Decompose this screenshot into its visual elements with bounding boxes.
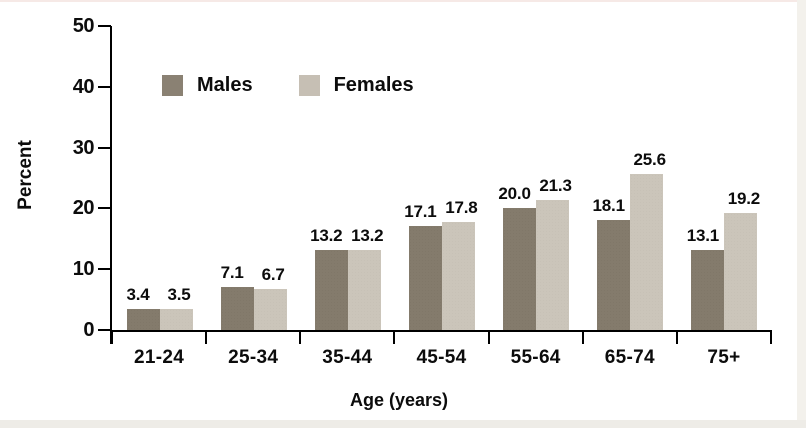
x-tick-mark (393, 332, 396, 344)
legend-label-males: Males (197, 74, 253, 96)
y-tick-label: 10 (72, 258, 95, 281)
value-label-males-21-24: 3.4 (126, 285, 150, 304)
bar-females-25-34 (253, 289, 287, 330)
y-tick-label: 40 (72, 75, 95, 98)
y-tick-label: 0 (83, 319, 94, 341)
x-tick-mark (487, 332, 490, 344)
legend-item-males: Males (162, 74, 253, 97)
bar-males-65-74 (597, 220, 631, 330)
y-tick-mark (98, 25, 111, 27)
bar-females-35-44 (347, 250, 381, 330)
x-category-label-25-34: 25-34 (228, 347, 279, 368)
value-label-females-55-64: 21.3 (539, 176, 572, 195)
y-tick-label: 50 (72, 15, 95, 37)
x-category-label-65-74: 65-74 (604, 347, 655, 368)
value-label-females-21-24: 3.5 (167, 285, 191, 304)
bar-females-65-74 (630, 174, 664, 330)
x-tick-mark (299, 332, 302, 344)
x-tick-mark (205, 332, 208, 344)
x-category-label-21-24: 21-24 (134, 347, 185, 368)
legend-swatch-males-icon (162, 75, 183, 96)
bar-females-45-54 (441, 222, 475, 330)
y-tick-label: 20 (72, 197, 95, 220)
y-tick-mark (98, 329, 111, 331)
bar-males-21-24 (126, 309, 160, 330)
legend: Males Females (162, 74, 414, 97)
y-tick-label: 30 (72, 136, 95, 159)
y-tick-mark (98, 85, 111, 88)
x-category-label-45-54: 45-54 (416, 347, 467, 368)
bar-males-25-34 (220, 287, 254, 330)
bar-males-75+ (691, 250, 725, 330)
value-label-females-65-74: 25.6 (633, 150, 666, 169)
x-tick-mark (675, 332, 678, 344)
legend-swatch-females-icon (298, 75, 320, 96)
value-label-males-55-64: 20.0 (498, 184, 531, 203)
legend-label-females: Females (333, 74, 414, 96)
value-label-males-25-34: 7.1 (220, 263, 244, 282)
x-axis-line (110, 330, 772, 332)
y-tick-mark (98, 268, 111, 271)
value-label-males-35-44: 13.2 (310, 226, 343, 245)
y-axis-line (110, 26, 112, 344)
x-tick-mark (111, 332, 113, 344)
x-category-label-55-64: 55-64 (510, 347, 561, 368)
frame-edge-bottom (0, 420, 806, 428)
bar-females-55-64 (536, 200, 570, 330)
y-tick-mark (98, 207, 111, 210)
bar-males-45-54 (408, 226, 442, 330)
value-label-males-65-74: 18.1 (592, 196, 625, 215)
value-label-females-25-34: 6.7 (261, 265, 285, 284)
x-category-label-35-44: 35-44 (322, 347, 373, 368)
x-category-label-75+: 75+ (707, 347, 741, 368)
x-tick-mark (581, 332, 584, 344)
x-axis-title: Age (years) (349, 390, 449, 410)
bar-males-55-64 (503, 208, 537, 330)
value-label-females-35-44: 13.2 (351, 226, 384, 245)
bar-males-35-44 (314, 250, 348, 330)
value-label-males-45-54: 17.1 (404, 202, 437, 221)
frame-edge-top (0, 0, 806, 2)
value-label-females-45-54: 17.8 (445, 198, 478, 217)
x-tick-mark (770, 332, 772, 344)
y-axis-title: Percent (15, 140, 36, 210)
y-tick-mark (98, 146, 111, 149)
bar-females-21-24 (159, 309, 193, 330)
bar-females-75+ (724, 213, 758, 330)
frame-edge-right (797, 0, 806, 420)
value-label-males-75+: 13.1 (686, 226, 719, 245)
legend-item-females: Females (298, 74, 414, 97)
value-label-females-75+: 19.2 (727, 189, 760, 208)
